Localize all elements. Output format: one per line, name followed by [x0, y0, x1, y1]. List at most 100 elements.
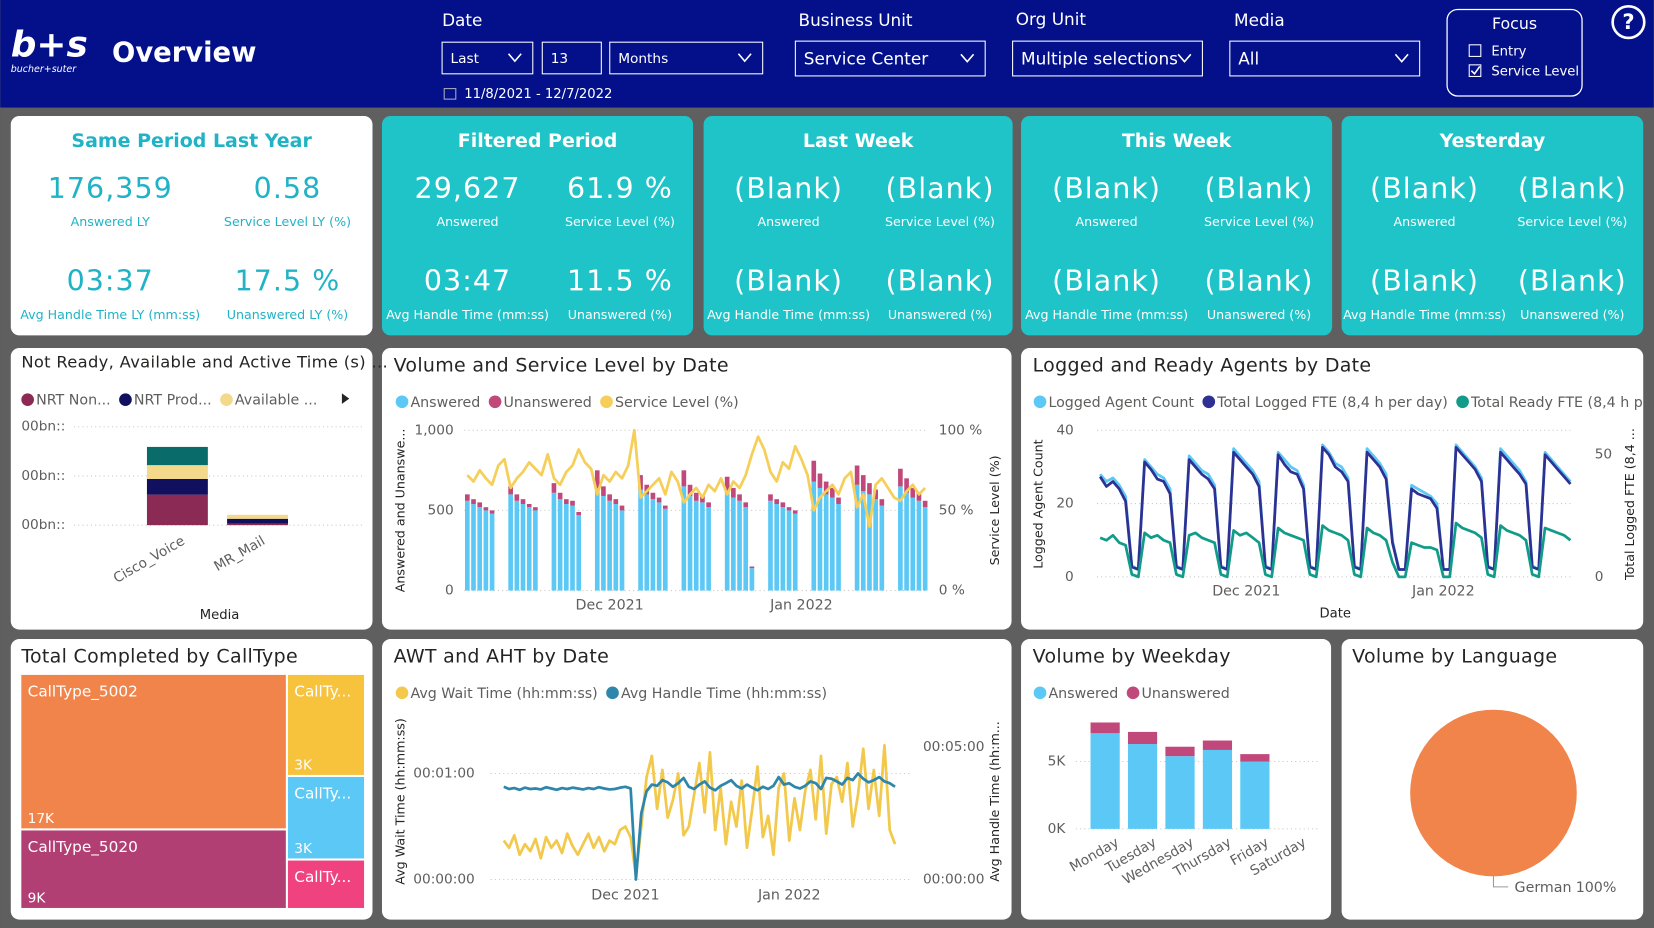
bar — [830, 497, 835, 591]
legend-swatch — [119, 393, 132, 406]
dropdown-value[interactable]: Last — [451, 51, 480, 67]
chart-title: Volume and Service Level by Date — [394, 354, 729, 376]
y-tick-label: 00bn:: — [21, 468, 65, 484]
bar — [146, 446, 208, 466]
checkbox[interactable] — [1468, 44, 1482, 57]
checkbox[interactable] — [1468, 64, 1482, 77]
kpi-card — [381, 116, 694, 336]
y-tick-label: 00:01:00 — [413, 766, 474, 782]
dropdown-value[interactable]: Multiple selections — [1021, 49, 1178, 69]
dropdown-chevron — [1177, 53, 1192, 63]
leader-line — [1492, 876, 1509, 888]
help-icon[interactable]: ? — [1622, 9, 1634, 34]
bar — [823, 481, 829, 495]
treemap-label: CallTy... — [294, 868, 351, 886]
bar — [836, 497, 841, 504]
bar — [693, 492, 699, 501]
bar — [656, 502, 662, 591]
bar — [774, 503, 779, 591]
kpi-label: Avg Handle Time (mm:ss) — [386, 307, 549, 322]
kpi-value: 03:37 — [67, 265, 154, 298]
bar — [867, 483, 872, 495]
bar — [1165, 756, 1195, 829]
x-tick-label: Dec 2021 — [591, 887, 659, 903]
bar — [483, 510, 489, 591]
y-tick-label: 0 — [445, 583, 454, 599]
filter-label: Business Unit — [799, 10, 913, 30]
dropdown[interactable] — [794, 40, 986, 77]
y-tick-label: 0 — [1065, 569, 1074, 585]
treemap-tile — [287, 674, 365, 775]
help-button[interactable] — [1611, 5, 1646, 40]
x-tick-label: Jan 2022 — [757, 887, 821, 903]
kpi-value: (Blank) — [1052, 265, 1161, 298]
checkbox-label[interactable]: Entry — [1491, 45, 1526, 60]
dropdown[interactable] — [441, 41, 534, 75]
bar — [1202, 740, 1233, 750]
kpi-value: (Blank) — [1052, 172, 1161, 205]
bar — [489, 513, 495, 591]
x-axis-label: Date — [1320, 607, 1351, 622]
bar — [898, 468, 903, 487]
y2-tick-label: 50 — [1595, 447, 1612, 463]
bar — [749, 568, 755, 591]
bar — [227, 514, 289, 519]
legend-label: Answered — [1048, 686, 1118, 702]
dropdown-chevron — [1394, 53, 1409, 63]
bar — [879, 499, 885, 506]
bar — [533, 510, 538, 591]
legend-swatch — [488, 395, 502, 409]
kpi-value: (Blank) — [734, 265, 843, 298]
treemap-label: CallType_5002 — [28, 682, 138, 701]
kpi-label: Unanswered (%) — [888, 307, 992, 322]
kpi-title: Filtered Period — [458, 130, 618, 152]
bar — [916, 500, 922, 591]
legend-swatch — [606, 686, 619, 700]
bar — [526, 503, 532, 508]
kpi-label: Avg Handle Time LY (mm:ss) — [20, 307, 200, 322]
bar — [823, 494, 829, 591]
y-axis-label: Avg Wait Time (hh:mm:ss) — [392, 718, 407, 885]
kpi-card — [10, 116, 373, 336]
bar — [1202, 749, 1233, 829]
bar — [922, 507, 928, 591]
bar — [706, 507, 711, 591]
kpi-card — [703, 116, 1013, 336]
bar — [465, 500, 470, 591]
bar — [477, 507, 483, 591]
kpi-label: Unanswered (%) — [1520, 307, 1624, 322]
kpi-label: Avg Handle Time (mm:ss) — [1025, 307, 1188, 322]
kpi-label: Service Level (%) — [565, 214, 675, 229]
legend-swatch — [1033, 395, 1047, 409]
bar — [619, 505, 625, 511]
line — [466, 428, 927, 528]
bar — [879, 505, 885, 591]
bar — [662, 505, 668, 509]
bar — [1127, 731, 1158, 745]
kpi-label: Unanswered (%) — [1207, 307, 1311, 322]
bar — [601, 495, 606, 591]
kpi-label: Service Level (%) — [885, 214, 995, 229]
dropdown-value[interactable]: All — [1238, 49, 1259, 69]
dropdown[interactable] — [609, 41, 764, 75]
dropdown-value[interactable]: Service Center — [804, 49, 928, 69]
bar — [681, 470, 687, 487]
y-tick-label: 0K — [1048, 821, 1067, 837]
bar — [514, 494, 520, 501]
pie-label: German — [1515, 880, 1572, 896]
bar — [563, 499, 569, 504]
x-tick-label: Jan 2022 — [1411, 584, 1475, 600]
dropdown[interactable] — [541, 41, 602, 75]
checkbox-label[interactable]: Service Level — [1491, 65, 1579, 80]
bar — [910, 487, 916, 498]
bar — [811, 460, 817, 482]
dropdown-value[interactable]: Months — [618, 51, 668, 67]
kpi-value: (Blank) — [1370, 265, 1479, 298]
logo-sub: bucher+suter — [11, 64, 77, 75]
dropdown-value[interactable]: 13 — [551, 51, 568, 67]
legend-scroll[interactable] — [341, 393, 350, 404]
dropdown[interactable] — [1229, 40, 1421, 77]
focus-box — [1446, 8, 1583, 97]
header-bar — [0, 0, 1654, 108]
dropdown[interactable] — [1012, 40, 1203, 77]
